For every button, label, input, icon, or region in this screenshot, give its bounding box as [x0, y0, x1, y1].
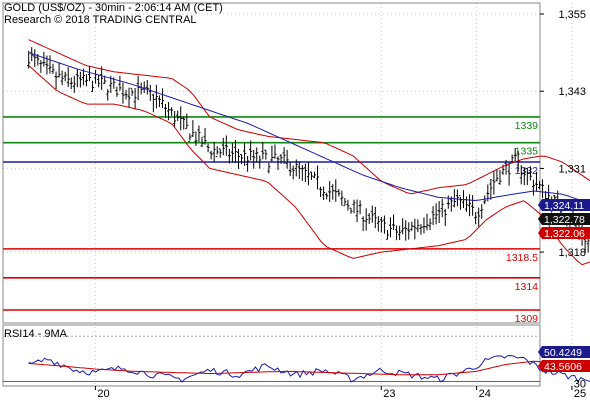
rsi-badge-0-label: 50.4249 [544, 347, 582, 359]
level-label-1314: 1314 [515, 281, 539, 293]
chart-title: GOLD (US$/OZ) - 30min - 2:06:14 AM (CET) [4, 2, 223, 14]
rsi-panel-frame [2, 324, 541, 387]
rsi-badge-1-label: 43.5606 [544, 361, 582, 373]
grid-layer [3, 3, 573, 386]
badge-layer: 1,324.11 1,322.78 1,322.06 50.4249 43.5606 [538, 199, 590, 373]
main-panel-frame [2, 2, 541, 324]
rsi-tick-label-30: 30 [574, 378, 586, 390]
frame-layer [2, 2, 541, 387]
series-layer [27, 39, 590, 383]
level-label-1318.5: 1318.5 [506, 252, 538, 264]
rsi-series-rsi14 [28, 355, 590, 383]
level-label-1339: 1339 [515, 120, 539, 132]
level-label-1332: 1332 [515, 165, 539, 177]
rsi-badge-0-bg [538, 346, 590, 358]
price-badge-0-bg [538, 199, 590, 211]
price-badge-1-label: 1,322.78 [544, 214, 585, 226]
x-tick-label-23: 23 [383, 388, 395, 400]
y-tick-label-1331: 1,331 [558, 163, 586, 175]
x-tick-label-20: 20 [97, 388, 109, 400]
price-badge-0-label: 1,324.11 [544, 200, 584, 212]
price-bars [27, 47, 590, 254]
level-label-1309: 1309 [515, 313, 539, 325]
price-badge-1-bg [538, 213, 590, 225]
bollinger-lower [28, 65, 590, 266]
level-label-1335: 1335 [515, 146, 539, 158]
moving-average [28, 52, 590, 205]
y-tick-label-1355: 1,355 [558, 9, 586, 21]
x-tick-label-24: 24 [479, 388, 491, 400]
price-badge-2-label: 1,322.06 [544, 228, 585, 240]
y-tick-label-1318: 1,318 [558, 247, 586, 259]
chart-copyright: Research © 2018 TRADING CENTRAL [4, 14, 197, 26]
x-tick-label-25: 25 [574, 388, 586, 400]
y-tick-label-1343: 1,343 [558, 86, 586, 98]
level-layer: 1339 1335 1332 1318.5 1314 1309 [3, 116, 540, 325]
bollinger-upper [28, 39, 590, 195]
price-badge-2-bg [538, 227, 590, 239]
rsi-title: RSI14 - 9MA [4, 328, 67, 340]
rsi-badge-1-bg [538, 360, 590, 372]
